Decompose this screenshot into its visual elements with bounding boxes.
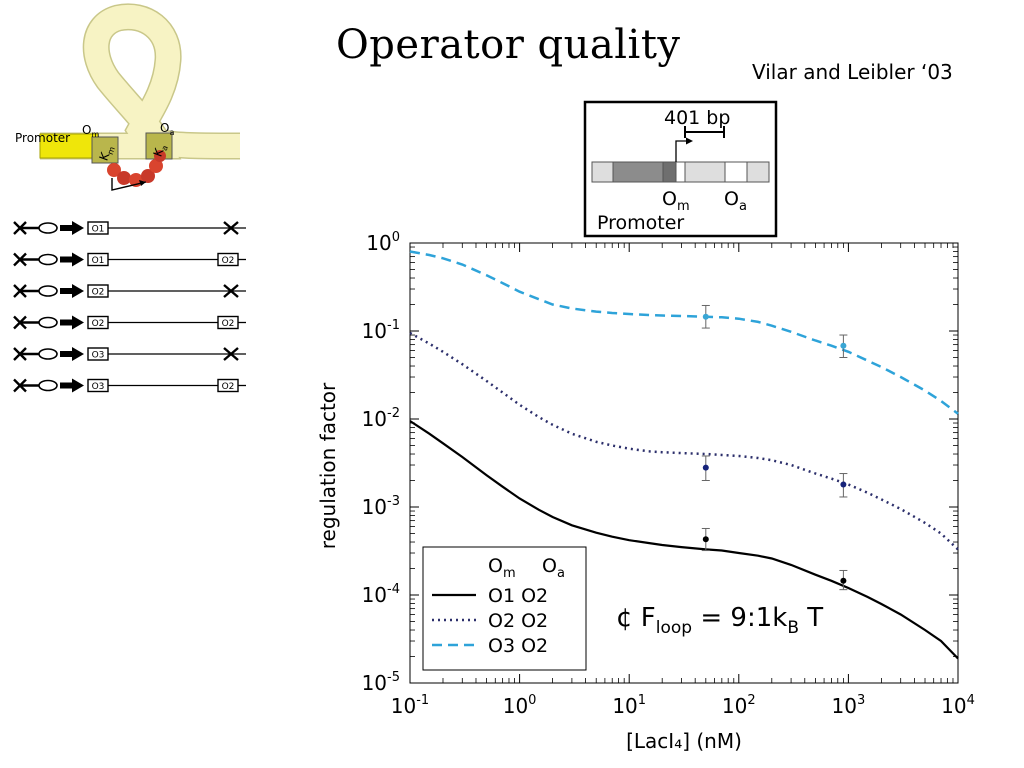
om-operator-box	[91, 136, 119, 164]
second-operator-label: O2	[222, 382, 235, 392]
legend-label: O2 O2	[488, 610, 548, 632]
promoter-ellipse-icon	[38, 348, 58, 360]
gene-arrow-icon	[60, 221, 84, 235]
inset-oa-label: Oa	[724, 188, 747, 214]
gene-arrow-icon	[60, 252, 84, 267]
measurement-point	[839, 473, 848, 498]
gene-arrow-icon	[60, 347, 84, 361]
measurement-point	[839, 334, 848, 358]
inset-transcription-arrow	[675, 140, 690, 162]
x-tick-label: 101	[612, 693, 646, 718]
construct-row: O2 O2	[13, 315, 246, 330]
measurement-point	[701, 527, 710, 552]
gene-arrow-icon	[60, 315, 84, 330]
y-tick-label: 10-2	[362, 406, 400, 431]
series-line-2	[409, 250, 959, 415]
series-line-0	[409, 420, 959, 660]
inset-distance-label: 401 bp	[664, 107, 730, 129]
legend-box	[422, 546, 587, 671]
second-operator-label: O2	[222, 256, 235, 266]
first-operator-label: O1	[92, 256, 105, 266]
delta-f-loop-annotation: ¢ Floop = 9:1kB T	[616, 603, 823, 638]
data-point	[840, 342, 847, 349]
inset-om-label: Om	[662, 188, 690, 214]
construct-row: O1	[13, 221, 246, 235]
promoter-ellipse-icon	[38, 222, 58, 234]
gene-arrow-icon	[60, 284, 84, 298]
x-tick-label: 100	[503, 693, 537, 718]
data-point	[702, 536, 709, 543]
slide-title: Operator quality	[336, 22, 681, 68]
construct-row: O2	[13, 284, 246, 298]
data-point	[840, 481, 847, 488]
promoter-ellipse-icon	[38, 253, 58, 266]
first-operator-label: O3	[92, 382, 105, 392]
inset-gap-block	[675, 161, 686, 183]
km-label: Km	[97, 143, 117, 163]
y-axis-label: regulation factor	[316, 382, 340, 549]
inset-promoter-label: Promoter	[597, 212, 684, 234]
operator-inset: 401 bp Om Oa Promoter	[583, 100, 778, 238]
first-operator-label: O1	[92, 225, 105, 235]
y-tick-label: 10-4	[362, 582, 400, 607]
dna-loop-illustration: Promoter Om Oa Km Ka	[15, 3, 241, 191]
first-operator-label: O2	[92, 319, 105, 329]
measurement-point	[839, 569, 848, 591]
x-axis-ticks: 10-1 100 101 102 103 104	[391, 243, 975, 718]
x-tick-label: 10-1	[391, 693, 429, 718]
promoter-label: Promoter	[15, 131, 70, 145]
y-tick-label: 10-5	[362, 670, 400, 695]
legend-label: O1 O2	[488, 585, 548, 607]
promoter-ellipse-icon	[38, 316, 58, 329]
x-tick-label: 103	[832, 693, 866, 718]
first-operator-label: O2	[92, 288, 105, 298]
promoter-ellipse-icon	[38, 285, 58, 297]
construct-row: O3 O2	[13, 378, 246, 393]
y-tick-label: 10-1	[362, 318, 400, 343]
second-operator-label: O2	[222, 319, 235, 329]
operator-deleted-icon	[223, 221, 239, 235]
legend-header-oa: Oa	[542, 555, 565, 581]
operator-constructs: O1 O1 O2 O2 O2 O2 O3 O3 O2	[13, 221, 246, 393]
y-axis-ticks: 100 10-1 10-2 10-3 10-4 10-5	[362, 230, 958, 695]
inset-arrowhead	[686, 137, 693, 145]
data-point	[702, 464, 709, 471]
y-tick-label: 100	[366, 230, 400, 255]
x-axis-label: [LacI₄] (nM)	[626, 729, 742, 753]
measurement-points	[701, 304, 848, 591]
ka-label: Ka	[151, 142, 170, 160]
y-tick-label: 10-3	[362, 494, 400, 519]
x-tick-label: 104	[941, 693, 975, 718]
first-operator-label: O3	[92, 351, 105, 361]
legend-header-om: Om	[488, 555, 516, 581]
oa-label: Oa	[160, 121, 174, 137]
plot-frame	[409, 242, 959, 684]
citation: Vilar and Leibler ‘03	[752, 60, 953, 84]
series-layer	[409, 250, 959, 660]
lac-repressor	[107, 150, 166, 187]
om-label: Om	[82, 123, 99, 139]
measurement-point	[701, 304, 710, 329]
inset-oa-block	[724, 161, 748, 183]
measurement-point	[701, 455, 710, 482]
promoter-ellipse-icon	[38, 379, 58, 392]
operator-deleted-icon	[223, 284, 239, 298]
transcription-arrowhead	[139, 180, 146, 186]
operator-deleted-icon	[223, 347, 239, 361]
transcription-arrow	[111, 178, 147, 191]
construct-row: O3	[13, 347, 246, 361]
legend-label: O3 O2	[488, 635, 548, 657]
legend: Om Oa O1 O2 O2 O2 O3 O2	[422, 546, 587, 671]
data-point	[702, 313, 709, 320]
promoter-region	[39, 133, 99, 159]
data-point	[840, 577, 847, 584]
gene-arrow-icon	[60, 378, 84, 393]
x-tick-label: 102	[722, 693, 756, 718]
construct-row: O1 O2	[13, 252, 246, 267]
